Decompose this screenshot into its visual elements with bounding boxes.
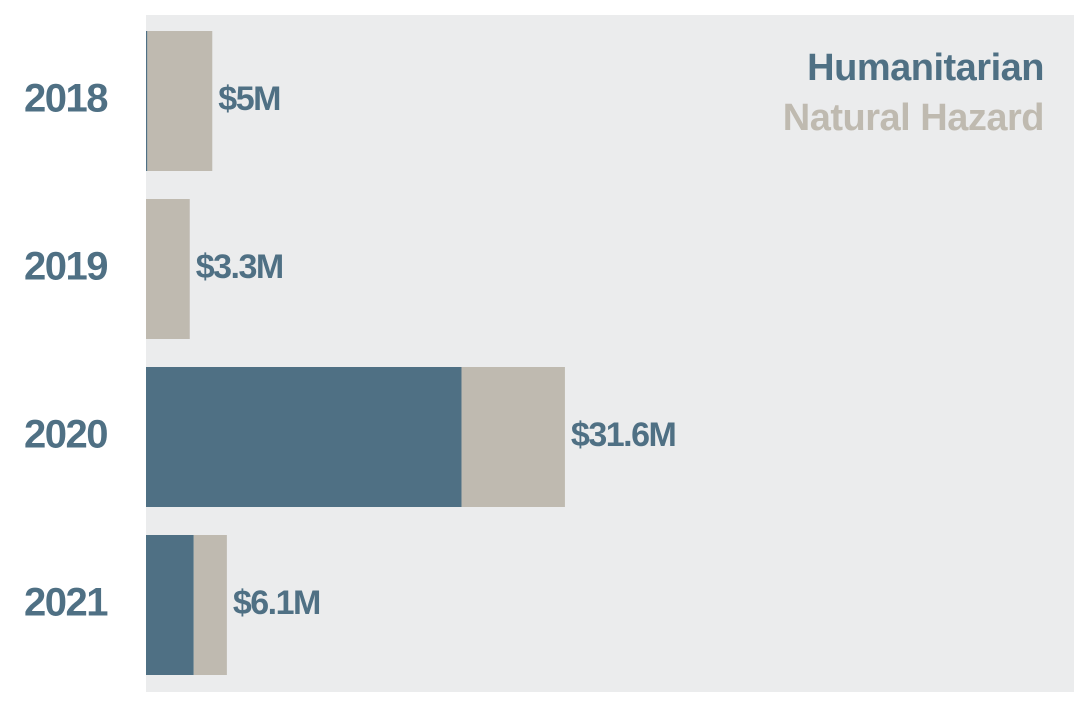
value-label: $5M — [218, 80, 280, 118]
bar-segment — [461, 367, 565, 507]
value-label: $6.1M — [233, 584, 320, 622]
plot-background — [146, 15, 1074, 692]
value-label: $3.3M — [196, 248, 283, 286]
bar-segment — [146, 31, 148, 171]
legend-entry: Natural Hazard — [783, 97, 1044, 139]
legend-entry: Humanitarian — [807, 47, 1044, 89]
bar-segment — [147, 31, 213, 171]
value-label: $31.6M — [571, 416, 676, 454]
y-tick-label: 2020 — [24, 413, 107, 457]
bar-segment — [146, 199, 190, 339]
y-tick-label: 2019 — [24, 245, 107, 289]
bar-segment — [193, 535, 227, 675]
bar-segment — [146, 535, 194, 675]
y-tick-label: 2021 — [24, 581, 108, 625]
bar-segment — [146, 367, 462, 507]
y-tick-label: 2018 — [24, 77, 108, 121]
